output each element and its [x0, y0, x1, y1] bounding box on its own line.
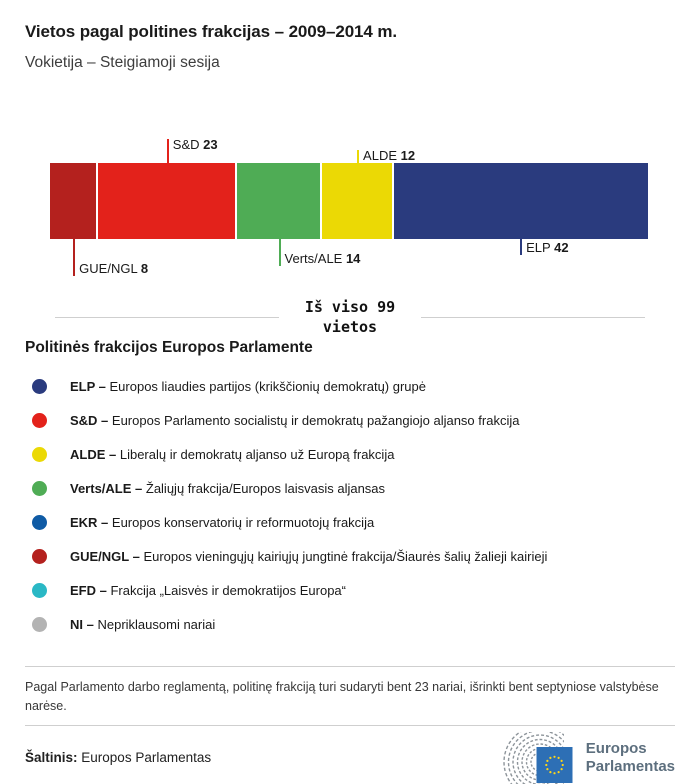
- legend-label-efd: EFD – Frakcija „Laisvės ir demokratijos …: [70, 582, 346, 598]
- hemicycle-icon: [503, 731, 573, 784]
- callout-label-alde: ALDE 12: [363, 148, 416, 163]
- source-value: Europos Parlamentas: [81, 750, 212, 766]
- legend-label-gue-ngl: GUE/NGL – Europos vieningųjų kairiųjų ju…: [70, 548, 548, 564]
- legend-dot-efd: [32, 583, 47, 599]
- legend-dot-s-d: [32, 413, 47, 429]
- callout-tick-elp: [520, 239, 523, 255]
- legend-dot-verts-ale: [32, 481, 47, 497]
- bar-segment-alde: [321, 163, 395, 239]
- source-text: Šaltinis: Europos Parlamentas: [25, 750, 211, 765]
- eu-flag-icon: [536, 746, 573, 783]
- bar-segment-verts-ale: [237, 163, 322, 239]
- legend-item-ni: NI – Nepriklausomi nariai: [25, 608, 675, 642]
- logo-line1: Europos: [585, 740, 647, 758]
- bar-segment-s-d: [98, 163, 238, 239]
- legend-heading: Politinės frakcijos Europos Parlamente: [25, 339, 313, 356]
- divider-top: [25, 665, 675, 667]
- legend-label-ni: NI – Nepriklausomi nariai: [70, 616, 216, 632]
- legend-label-elp: ELP – Europos liaudies partijos (krikšči…: [70, 378, 426, 394]
- seat-bar-chart: GUE/NGL 8 S&D 23 Verts/ALE 14 ALDE 12 ELP 42: [50, 135, 648, 285]
- legend-item-alde: ALDE – Liberalų ir demokratų aljanso už …: [25, 438, 675, 472]
- divider-bottom: [25, 724, 675, 726]
- bar-segment-gue-ngl: [50, 163, 99, 239]
- footnote: Pagal Parlamento darbo reglamentą, polit…: [25, 679, 659, 714]
- legend-item-efd: EFD – Frakcija „Laisvės ir demokratijos …: [25, 574, 675, 608]
- callout-tick-alde: [357, 150, 360, 163]
- total-seats-line2: vietos: [322, 318, 378, 336]
- source-label: Šaltinis:: [25, 750, 78, 766]
- legend-label-ekr: EKR – Europos konservatorių ir reformuot…: [70, 514, 375, 530]
- legend-item-verts-ale: Verts/ALE – Žaliųjų frakcija/Europos lai…: [25, 472, 675, 506]
- legend-dot-ekr: [32, 515, 47, 531]
- legend-label-alde: ALDE – Liberalų ir demokratų aljanso už …: [70, 446, 395, 462]
- page-subtitle: Vokietija – Steigiamoji sesija: [25, 54, 220, 71]
- total-seats-row: Iš viso 99 vietos: [25, 297, 675, 337]
- source-row: Šaltinis: Europos Parlamentas: [25, 731, 675, 784]
- legend-dot-alde: [32, 447, 47, 463]
- logo-wordmark: Europos Parlamentas: [586, 740, 675, 775]
- stacked-bar: [50, 163, 648, 239]
- european-parliament-logo: Europos Parlamentas: [500, 731, 675, 784]
- total-seats-label: Iš viso 99 vietos: [279, 297, 421, 337]
- legend-list: ELP – Europos liaudies partijos (krikšči…: [25, 370, 675, 642]
- right-rule: [421, 316, 645, 318]
- callout-tick-gue-ngl: [73, 239, 76, 276]
- logo-line2: Parlamentas: [585, 757, 675, 775]
- left-rule: [55, 316, 279, 318]
- callout-label-elp: ELP 42: [526, 240, 569, 255]
- callout-tick-s-d: [166, 139, 169, 163]
- total-seats-line1: Iš viso 99: [304, 298, 396, 316]
- legend-item-s-d: S&D – Europos Parlamento socialistų ir d…: [25, 404, 675, 438]
- legend-dot-elp: [32, 379, 47, 395]
- page-title: Vietos pagal politines frakcijas – 2009–…: [25, 22, 398, 41]
- bar-segment-elp: [394, 163, 648, 239]
- callout-label-verts-ale: Verts/ALE 14: [284, 251, 361, 266]
- legend-item-elp: ELP – Europos liaudies partijos (krikšči…: [25, 370, 675, 404]
- legend-item-ekr: EKR – Europos konservatorių ir reformuot…: [25, 506, 675, 540]
- legend-item-gue-ngl: GUE/NGL – Europos vieningųjų kairiųjų ju…: [25, 540, 675, 574]
- legend-dot-ni: [32, 617, 47, 633]
- legend-label-verts-ale: Verts/ALE – Žaliųjų frakcija/Europos lai…: [70, 480, 386, 496]
- legend-label-s-d: S&D – Europos Parlamento socialistų ir d…: [70, 412, 520, 428]
- legend-dot-gue-ngl: [32, 549, 47, 565]
- callout-tick-verts-ale: [278, 239, 281, 266]
- callout-label-gue-ngl: GUE/NGL 8: [79, 261, 149, 276]
- callout-label-s-d: S&D 23: [172, 137, 218, 152]
